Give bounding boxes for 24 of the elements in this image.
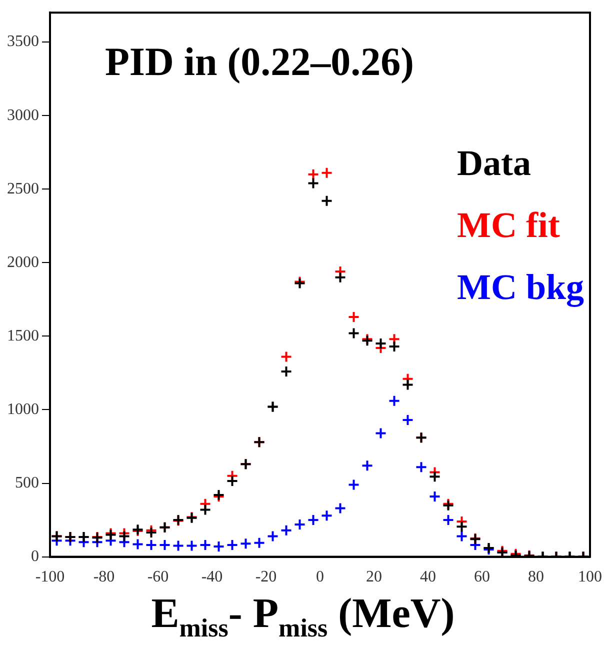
x-tick-label: -100 xyxy=(35,568,65,586)
y-tick-label: 2000 xyxy=(7,254,39,271)
x-tick-label: 20 xyxy=(366,568,382,586)
text: MC fit xyxy=(456,204,561,247)
x-tick-label: -60 xyxy=(147,568,169,586)
text: PID in (0.22–0.26) xyxy=(105,38,414,85)
x-tick-label: 80 xyxy=(528,568,544,586)
x-tick-label: 40 xyxy=(420,568,436,586)
y-tick-label: 500 xyxy=(15,474,39,492)
x-tick-label: -80 xyxy=(93,568,115,586)
y-tick-label: 0 xyxy=(31,548,39,566)
y-tick-label: 2500 xyxy=(7,180,39,198)
text: MC bkg xyxy=(456,266,584,309)
y-tick-label: 1000 xyxy=(7,400,39,418)
x-axis-title: E$_{miss}$- P$_{miss}$ (MeV) xyxy=(150,590,456,644)
text: Data xyxy=(456,142,532,185)
x-tick-label: -40 xyxy=(201,568,223,586)
x-tick-label: -20 xyxy=(255,568,277,586)
y-tick-label: 1500 xyxy=(7,327,39,344)
y-tick-label: 3000 xyxy=(7,106,39,124)
x-tick-label: 100 xyxy=(578,568,602,586)
x-tick-label: 60 xyxy=(474,568,490,586)
y-tick-label: 3500 xyxy=(7,33,39,50)
x-tick-label: 0 xyxy=(316,568,324,586)
